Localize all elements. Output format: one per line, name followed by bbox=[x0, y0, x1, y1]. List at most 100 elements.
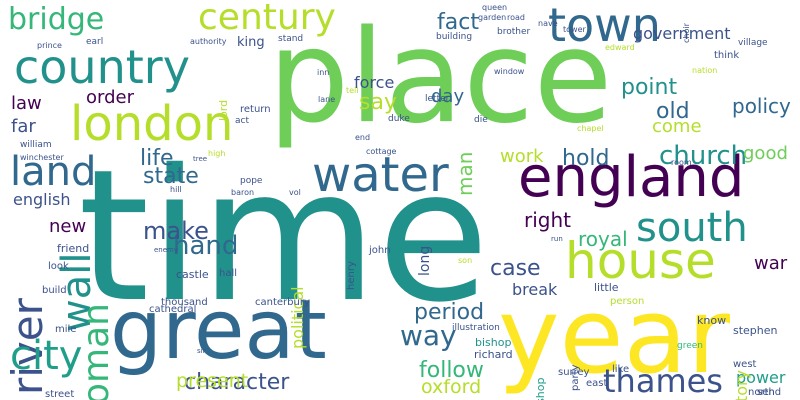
word-century: century bbox=[198, 0, 336, 38]
word-war: war bbox=[754, 253, 788, 274]
word-look: look bbox=[48, 261, 69, 272]
word-man: man bbox=[453, 152, 477, 197]
word-room: room bbox=[671, 158, 692, 167]
word-know: know bbox=[697, 314, 727, 327]
word-road: road bbox=[507, 13, 525, 22]
word-thousand: thousand bbox=[161, 297, 208, 308]
word-sir: sir bbox=[197, 347, 206, 355]
word-west: west bbox=[733, 359, 757, 370]
word-nation: nation bbox=[692, 66, 718, 75]
word-east: east bbox=[586, 378, 608, 389]
word-son: son bbox=[458, 256, 473, 265]
word-lane: lane bbox=[318, 95, 336, 104]
word-garden: garden bbox=[478, 13, 507, 22]
word-year: year bbox=[498, 275, 731, 397]
word-royal: royal bbox=[578, 227, 628, 251]
word-prince: prince bbox=[37, 41, 62, 50]
word-high: high bbox=[208, 149, 226, 158]
word-city: city bbox=[10, 333, 83, 379]
word-make: make bbox=[143, 217, 209, 245]
word-nave: nave bbox=[538, 19, 558, 28]
word-village: village bbox=[738, 38, 768, 48]
word-bishop: bishop bbox=[475, 336, 512, 349]
word-life: life bbox=[140, 146, 174, 171]
word-work: work bbox=[500, 146, 544, 167]
word-political: political bbox=[288, 286, 307, 349]
word-green: green bbox=[677, 341, 703, 351]
word-place: place bbox=[268, 3, 613, 152]
word-building: building bbox=[436, 32, 473, 42]
word-water: water bbox=[312, 147, 449, 203]
word-break: break bbox=[512, 280, 558, 299]
word-right: right bbox=[524, 208, 571, 232]
word-hand: hand bbox=[173, 231, 239, 261]
word-winchester: winchester bbox=[20, 153, 64, 162]
word-oxford: oxford bbox=[421, 376, 482, 398]
word-order: order bbox=[86, 87, 134, 108]
word-henry: henry bbox=[346, 261, 357, 290]
word-south: south bbox=[636, 205, 748, 251]
word-tell: tell bbox=[346, 86, 359, 95]
word-tower: tower bbox=[563, 25, 586, 34]
word-chapel: chapel bbox=[577, 124, 604, 133]
word-vol: vol bbox=[289, 188, 301, 197]
word-english: english bbox=[13, 190, 71, 209]
word-choir: choir bbox=[682, 23, 691, 43]
word-hall: hall bbox=[219, 268, 238, 279]
word-way: way bbox=[400, 319, 457, 352]
word-john: john bbox=[369, 245, 391, 256]
word-day: day bbox=[431, 86, 465, 107]
word-policy: policy bbox=[732, 94, 791, 118]
word-queen: queen bbox=[482, 3, 508, 12]
word-old: old bbox=[656, 99, 690, 124]
word-surrey: surrey bbox=[558, 367, 590, 378]
word-present: present bbox=[176, 370, 249, 392]
word-edward: edward bbox=[605, 43, 635, 52]
word-hill: hill bbox=[170, 185, 182, 194]
word-authority: authority bbox=[190, 37, 227, 46]
word-new: new bbox=[49, 216, 87, 237]
word-long: long bbox=[417, 246, 433, 277]
word-build: build bbox=[42, 285, 67, 296]
word-force: force bbox=[354, 73, 395, 92]
word-richard: richard bbox=[474, 348, 513, 361]
word-run: run bbox=[551, 235, 563, 243]
word-good: good bbox=[743, 143, 788, 164]
word-inn: inn bbox=[317, 68, 330, 77]
word-land: land bbox=[10, 149, 97, 195]
word-illustration: illustration bbox=[452, 323, 500, 333]
word-act: act bbox=[235, 116, 249, 126]
word-stephen: stephen bbox=[733, 324, 778, 337]
word-king: king bbox=[237, 35, 265, 50]
word-law: law bbox=[11, 93, 42, 114]
word-return: return bbox=[240, 104, 271, 115]
word-say: say bbox=[359, 90, 397, 115]
word-castle: castle bbox=[176, 268, 209, 281]
word-thames: thames bbox=[603, 362, 723, 400]
word-time: time bbox=[78, 130, 490, 342]
word-england: england bbox=[518, 145, 745, 210]
word-canterbury: canterbury bbox=[255, 297, 310, 308]
word-baron: baron bbox=[231, 188, 255, 197]
word-state: state bbox=[143, 164, 199, 189]
word-letter: letter bbox=[425, 94, 450, 104]
word-william: william bbox=[20, 140, 52, 150]
word-think: think bbox=[714, 50, 740, 61]
word-far: far bbox=[11, 116, 36, 137]
word-cottage: cottage bbox=[366, 147, 397, 156]
word-north: north bbox=[748, 387, 775, 398]
word-roman: roman bbox=[76, 303, 117, 400]
word-little: little bbox=[594, 281, 619, 294]
word-window: window bbox=[494, 67, 525, 76]
word-street: street bbox=[45, 389, 75, 400]
word-end: end bbox=[355, 133, 371, 142]
word-town: town bbox=[548, 0, 661, 52]
word-send: send bbox=[757, 387, 782, 398]
word-government: government bbox=[633, 24, 731, 43]
word-point: point bbox=[621, 75, 678, 100]
word-like: like bbox=[612, 364, 630, 375]
word-friend: friend bbox=[57, 242, 90, 255]
word-party: party bbox=[570, 365, 581, 392]
word-period: period bbox=[414, 300, 485, 325]
